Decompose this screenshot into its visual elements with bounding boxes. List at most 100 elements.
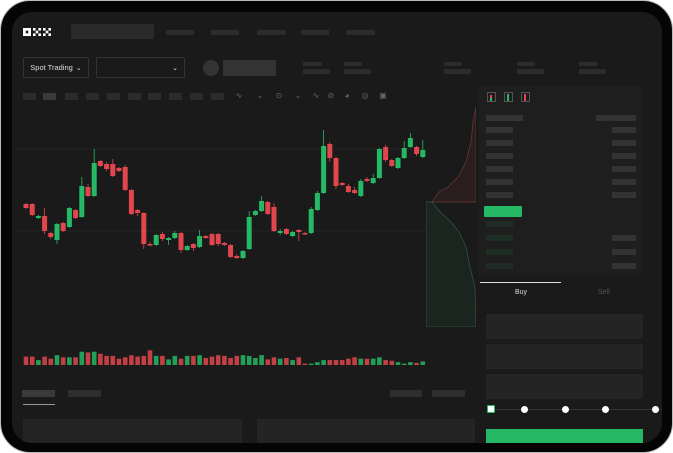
candle-body [234, 256, 240, 258]
fullscreen-icon[interactable]: ▣ [379, 91, 387, 100]
slider-handle[interactable] [487, 405, 495, 413]
candle-body [85, 187, 91, 196]
candle-body [420, 150, 426, 157]
candle-body [110, 164, 116, 176]
candle-body [383, 147, 389, 160]
candle-body [184, 246, 190, 250]
candle-body [283, 229, 289, 234]
chevron-down-icon: ⌄ [75, 64, 82, 72]
volume-bar [333, 360, 339, 365]
bottom-tab-history[interactable] [68, 390, 101, 397]
volume-bar [54, 355, 60, 365]
orderbook-buy-icon[interactable] [504, 92, 513, 102]
bottom-action[interactable] [390, 390, 422, 397]
total-input[interactable] [486, 374, 643, 399]
tab-sell[interactable]: Sell [598, 289, 610, 296]
candle-body [327, 144, 333, 158]
volume-bar [246, 355, 252, 365]
volume-bar [178, 358, 184, 365]
depth-chart [426, 107, 476, 327]
volume-bar [222, 355, 227, 365]
candle-body [314, 193, 320, 210]
nav-item[interactable] [346, 30, 375, 35]
candle-body [128, 190, 134, 214]
interval-option[interactable] [43, 93, 56, 100]
volume-bar [271, 357, 277, 365]
volume-bar [228, 358, 233, 365]
interval-option[interactable] [128, 93, 141, 100]
volume-bar [85, 352, 91, 365]
target-icon[interactable]: ◎ [361, 91, 369, 100]
pair-dropdown[interactable]: ⌄ [96, 57, 185, 78]
nav-item[interactable] [301, 30, 329, 35]
volume-bar [141, 355, 147, 365]
volume-bar [215, 355, 221, 365]
candle-body [345, 186, 351, 192]
nav-item[interactable] [257, 30, 286, 35]
bottom-action[interactable] [432, 390, 465, 397]
bottom-panel-right [257, 419, 475, 443]
interval-option[interactable] [86, 93, 99, 100]
buy-submit-button[interactable] [486, 429, 643, 443]
candlestick-chart[interactable] [12, 12, 432, 372]
volume-bar [253, 358, 258, 365]
orderbook-sell-icon[interactable] [521, 92, 530, 102]
volume-bar [383, 360, 388, 365]
volume-bar [209, 356, 215, 365]
price-input[interactable] [486, 314, 643, 339]
amount-input[interactable] [486, 344, 643, 369]
volume-bar [401, 363, 407, 365]
volume-bar [240, 355, 246, 365]
candle-body [339, 183, 345, 185]
orderbook-both-icon[interactable] [487, 92, 496, 102]
interval-option[interactable] [65, 93, 78, 100]
volume-bar [197, 355, 202, 365]
interval-option[interactable] [190, 93, 203, 100]
candle-body [23, 204, 29, 208]
volume-bar [377, 357, 382, 365]
candle-body [302, 233, 308, 235]
camera-icon[interactable]: ◕ [344, 91, 350, 100]
candle-body [48, 233, 54, 237]
candle-body [209, 234, 215, 245]
indicator-icon[interactable]: ∿ [235, 91, 243, 100]
line-tool-icon[interactable]: ∿ [312, 91, 320, 100]
chart-type-icon[interactable]: ⌄ [256, 91, 264, 100]
ruler-icon[interactable]: ⊘ [327, 91, 335, 100]
interval-option[interactable] [148, 93, 161, 100]
volume-bar [302, 363, 308, 365]
candle-body [333, 158, 339, 186]
candle-body [172, 233, 178, 238]
pair-price-placeholder [223, 60, 276, 76]
volume-bar [36, 360, 41, 365]
header-search-placeholder[interactable] [71, 24, 154, 39]
tab-buy[interactable]: Buy [515, 289, 528, 296]
last-price-highlight [484, 206, 522, 217]
volume-bar [315, 362, 320, 365]
bottom-tab-orders[interactable] [22, 390, 55, 397]
app-screen: Spot Trading ⌄ ⌄ ∿ ⌄ ⊙ ⌄ ∿ ⊘ ◕ ◎ ▣ [12, 12, 662, 443]
interval-option[interactable] [23, 93, 36, 100]
candle-body [141, 213, 147, 244]
volume-bar [172, 355, 178, 365]
candle-body [203, 236, 209, 238]
candle-body [153, 235, 159, 245]
settings-icon[interactable]: ⊙ [275, 91, 283, 100]
interval-option[interactable] [211, 93, 224, 100]
volume-bar [370, 358, 376, 365]
candle-body [271, 207, 277, 231]
nav-item[interactable] [211, 30, 239, 35]
candle-body [389, 160, 395, 166]
chevron-down-icon[interactable]: ⌄ [294, 91, 302, 100]
market-type-dropdown[interactable]: Spot Trading ⌄ [23, 57, 89, 78]
volume-bar [135, 356, 140, 365]
chevron-down-icon: ⌄ [172, 64, 178, 72]
volume-bar [321, 360, 326, 365]
interval-option[interactable] [169, 93, 182, 100]
candle-body [221, 243, 227, 245]
okx-logo[interactable] [23, 25, 52, 36]
nav-item[interactable] [166, 30, 194, 35]
interval-option[interactable] [107, 93, 120, 100]
candle-body [54, 224, 60, 240]
